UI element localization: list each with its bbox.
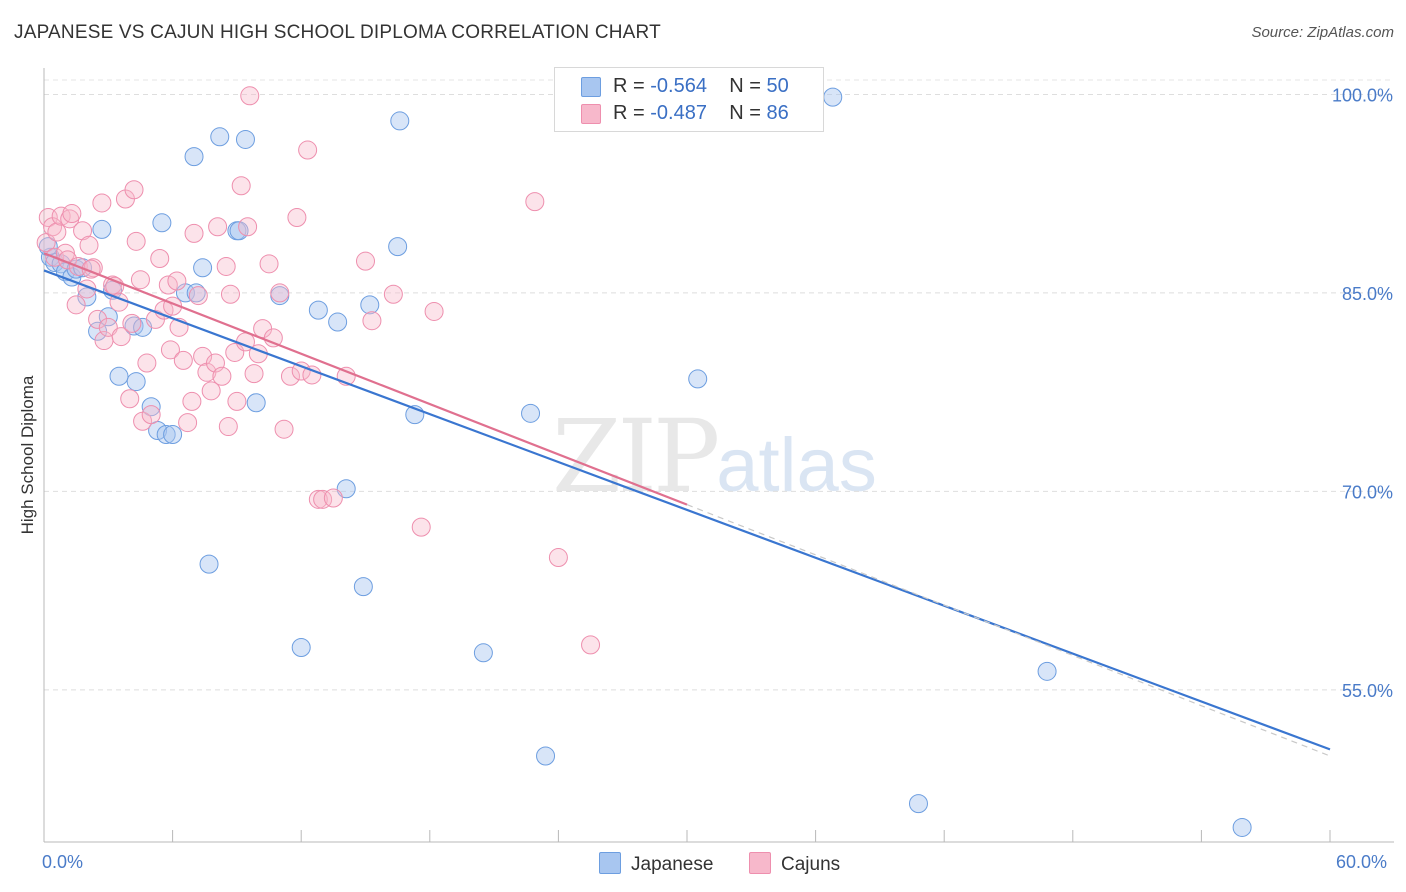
data-point-cajuns: [93, 194, 111, 212]
legend-text-japanese: R = -0.564 N = 50: [613, 75, 789, 98]
data-point-japanese: [689, 370, 707, 388]
data-point-japanese: [164, 425, 182, 443]
n-label: N =: [729, 75, 761, 97]
data-point-cajuns: [299, 141, 317, 159]
data-point-cajuns: [549, 549, 567, 567]
y-tick-label: 55.0%: [1342, 681, 1393, 701]
data-point-cajuns: [67, 296, 85, 314]
y-tick-label: 70.0%: [1342, 482, 1393, 502]
data-point-cajuns: [363, 312, 381, 330]
data-point-cajuns: [48, 223, 66, 241]
data-point-japanese: [200, 555, 218, 573]
data-point-cajuns: [213, 367, 231, 385]
data-point-cajuns: [183, 392, 201, 410]
data-point-cajuns: [127, 232, 145, 250]
data-point-cajuns: [228, 392, 246, 410]
data-point-japanese: [185, 148, 203, 166]
data-point-japanese: [93, 220, 111, 238]
data-point-japanese: [361, 296, 379, 314]
data-point-cajuns: [179, 414, 197, 432]
data-point-japanese: [1233, 818, 1251, 836]
data-point-cajuns: [384, 285, 402, 303]
x-tick-label-min: 0.0%: [42, 852, 83, 873]
data-point-cajuns: [425, 302, 443, 320]
n-value-cajuns: 86: [766, 102, 788, 124]
data-point-japanese: [292, 639, 310, 657]
data-point-cajuns: [185, 224, 203, 242]
data-point-cajuns: [138, 354, 156, 372]
data-point-cajuns: [219, 418, 237, 436]
data-point-japanese: [909, 795, 927, 813]
data-point-cajuns: [189, 287, 207, 305]
trend-line-cajuns-extension: [687, 505, 1330, 756]
data-point-japanese: [236, 130, 254, 148]
data-point-cajuns: [217, 257, 235, 275]
data-point-japanese: [824, 88, 842, 106]
data-point-cajuns: [260, 255, 278, 273]
data-point-japanese: [391, 112, 409, 130]
bottom-legend-cajuns[interactable]: Cajuns: [749, 852, 840, 876]
data-point-cajuns: [412, 518, 430, 536]
data-point-cajuns: [241, 87, 259, 105]
x-tick-label-max: 60.0%: [1336, 852, 1387, 873]
legend-label-japanese: Japanese: [631, 854, 713, 875]
data-point-cajuns: [121, 390, 139, 408]
legend-swatch-cajuns: [581, 104, 601, 124]
data-point-cajuns: [324, 489, 342, 507]
legend-swatch-japanese: [581, 77, 601, 97]
data-point-cajuns: [131, 271, 149, 289]
trend-line-japanese: [44, 270, 1330, 749]
data-point-japanese: [211, 128, 229, 146]
data-point-japanese: [153, 214, 171, 232]
data-point-cajuns: [239, 218, 257, 236]
data-point-cajuns: [526, 193, 544, 211]
data-point-cajuns: [245, 365, 263, 383]
data-point-cajuns: [232, 177, 250, 195]
data-point-cajuns: [357, 252, 375, 270]
data-point-japanese: [354, 578, 372, 596]
data-point-cajuns: [125, 181, 143, 199]
data-point-japanese: [329, 313, 347, 331]
correlation-legend: R = -0.564 N = 50 R = -0.487 N = 86: [554, 67, 824, 132]
data-point-japanese: [309, 301, 327, 319]
data-point-japanese: [194, 259, 212, 277]
data-point-japanese: [127, 373, 145, 391]
data-point-cajuns: [275, 420, 293, 438]
data-point-japanese: [389, 238, 407, 256]
legend-text-cajuns: R = -0.487 N = 86: [613, 102, 789, 125]
data-point-cajuns: [80, 236, 98, 254]
data-point-japanese: [110, 367, 128, 385]
data-point-cajuns: [271, 284, 289, 302]
data-point-cajuns: [221, 285, 239, 303]
bottom-legend-japanese[interactable]: Japanese: [599, 852, 713, 876]
data-point-japanese: [537, 747, 555, 765]
data-point-cajuns: [151, 250, 169, 268]
data-point-japanese: [522, 404, 540, 422]
data-point-cajuns: [63, 205, 81, 223]
y-tick-label: 100.0%: [1332, 85, 1393, 105]
legend-swatch-cajuns: [749, 852, 771, 874]
data-point-japanese: [1038, 662, 1056, 680]
r-value-cajuns: -0.487: [650, 102, 707, 124]
scatter-plot: 55.0% 70.0% 85.0% 100.0%: [0, 0, 1406, 892]
r-label: R =: [613, 75, 645, 97]
data-point-japanese: [247, 394, 265, 412]
r-label: R =: [613, 102, 645, 124]
r-value-japanese: -0.564: [650, 75, 707, 97]
data-point-japanese: [474, 644, 492, 662]
n-value-japanese: 50: [766, 75, 788, 97]
data-point-cajuns: [209, 218, 227, 236]
n-label: N =: [729, 102, 761, 124]
data-point-cajuns: [174, 351, 192, 369]
data-point-cajuns: [288, 209, 306, 227]
data-point-cajuns: [168, 272, 186, 290]
legend-swatch-japanese: [599, 852, 621, 874]
data-point-cajuns: [123, 314, 141, 332]
data-point-cajuns: [142, 406, 160, 424]
legend-label-cajuns: Cajuns: [781, 854, 840, 875]
y-tick-label: 85.0%: [1342, 284, 1393, 304]
data-point-cajuns: [582, 636, 600, 654]
